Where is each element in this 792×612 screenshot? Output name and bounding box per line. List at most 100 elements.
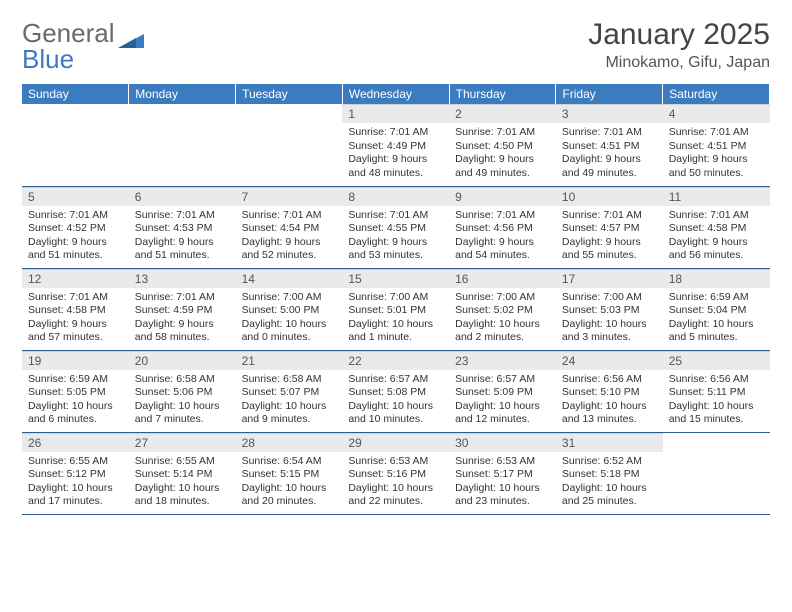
day-number: 6 <box>129 187 236 206</box>
day-number: 27 <box>129 433 236 452</box>
calendar-table: SundayMondayTuesdayWednesdayThursdayFrid… <box>22 84 770 515</box>
day-content: Sunrise: 6:56 AMSunset: 5:11 PMDaylight:… <box>663 370 770 432</box>
day-content: Sunrise: 7:01 AMSunset: 4:56 PMDaylight:… <box>449 206 556 268</box>
day-number: 13 <box>129 269 236 288</box>
day-number: 28 <box>236 433 343 452</box>
empty-cell <box>22 104 129 186</box>
day-cell: 24Sunrise: 6:56 AMSunset: 5:10 PMDayligh… <box>556 350 663 432</box>
weekday-header: Saturday <box>663 84 770 104</box>
day-content: Sunrise: 7:01 AMSunset: 4:53 PMDaylight:… <box>129 206 236 268</box>
weekday-header: Friday <box>556 84 663 104</box>
day-cell: 11Sunrise: 7:01 AMSunset: 4:58 PMDayligh… <box>663 186 770 268</box>
day-number: 23 <box>449 351 556 370</box>
day-cell: 7Sunrise: 7:01 AMSunset: 4:54 PMDaylight… <box>236 186 343 268</box>
day-content: Sunrise: 7:01 AMSunset: 4:51 PMDaylight:… <box>556 123 663 185</box>
day-cell: 30Sunrise: 6:53 AMSunset: 5:17 PMDayligh… <box>449 432 556 514</box>
day-content: Sunrise: 6:57 AMSunset: 5:09 PMDaylight:… <box>449 370 556 432</box>
day-content: Sunrise: 7:01 AMSunset: 4:49 PMDaylight:… <box>342 123 449 185</box>
day-number: 30 <box>449 433 556 452</box>
day-cell: 26Sunrise: 6:55 AMSunset: 5:12 PMDayligh… <box>22 432 129 514</box>
day-content: Sunrise: 7:00 AMSunset: 5:01 PMDaylight:… <box>342 288 449 350</box>
day-content: Sunrise: 7:01 AMSunset: 4:58 PMDaylight:… <box>22 288 129 350</box>
day-content: Sunrise: 6:58 AMSunset: 5:07 PMDaylight:… <box>236 370 343 432</box>
day-content: Sunrise: 7:01 AMSunset: 4:50 PMDaylight:… <box>449 123 556 185</box>
day-content: Sunrise: 6:59 AMSunset: 5:05 PMDaylight:… <box>22 370 129 432</box>
day-number: 9 <box>449 187 556 206</box>
day-content: Sunrise: 7:01 AMSunset: 4:52 PMDaylight:… <box>22 206 129 268</box>
day-cell: 16Sunrise: 7:00 AMSunset: 5:02 PMDayligh… <box>449 268 556 350</box>
logo-mark-icon <box>118 24 144 44</box>
day-cell: 14Sunrise: 7:00 AMSunset: 5:00 PMDayligh… <box>236 268 343 350</box>
day-cell: 4Sunrise: 7:01 AMSunset: 4:51 PMDaylight… <box>663 104 770 186</box>
day-number: 7 <box>236 187 343 206</box>
weekday-header-row: SundayMondayTuesdayWednesdayThursdayFrid… <box>22 84 770 104</box>
day-content: Sunrise: 7:01 AMSunset: 4:58 PMDaylight:… <box>663 206 770 268</box>
day-content: Sunrise: 7:01 AMSunset: 4:54 PMDaylight:… <box>236 206 343 268</box>
day-content: Sunrise: 6:58 AMSunset: 5:06 PMDaylight:… <box>129 370 236 432</box>
day-cell: 29Sunrise: 6:53 AMSunset: 5:16 PMDayligh… <box>342 432 449 514</box>
day-cell: 17Sunrise: 7:00 AMSunset: 5:03 PMDayligh… <box>556 268 663 350</box>
day-cell: 19Sunrise: 6:59 AMSunset: 5:05 PMDayligh… <box>22 350 129 432</box>
weekday-header: Monday <box>129 84 236 104</box>
day-number: 17 <box>556 269 663 288</box>
day-content: Sunrise: 6:54 AMSunset: 5:15 PMDaylight:… <box>236 452 343 514</box>
day-number: 24 <box>556 351 663 370</box>
day-number: 22 <box>342 351 449 370</box>
location: Minokamo, Gifu, Japan <box>588 54 770 72</box>
day-number: 20 <box>129 351 236 370</box>
day-number: 11 <box>663 187 770 206</box>
day-content: Sunrise: 7:01 AMSunset: 4:59 PMDaylight:… <box>129 288 236 350</box>
day-content: Sunrise: 7:00 AMSunset: 5:00 PMDaylight:… <box>236 288 343 350</box>
day-cell: 15Sunrise: 7:00 AMSunset: 5:01 PMDayligh… <box>342 268 449 350</box>
day-cell: 22Sunrise: 6:57 AMSunset: 5:08 PMDayligh… <box>342 350 449 432</box>
day-content: Sunrise: 6:53 AMSunset: 5:17 PMDaylight:… <box>449 452 556 514</box>
day-content: Sunrise: 6:55 AMSunset: 5:12 PMDaylight:… <box>22 452 129 514</box>
day-number: 18 <box>663 269 770 288</box>
day-cell: 8Sunrise: 7:01 AMSunset: 4:55 PMDaylight… <box>342 186 449 268</box>
day-content: Sunrise: 6:56 AMSunset: 5:10 PMDaylight:… <box>556 370 663 432</box>
month-title: January 2025 <box>588 18 770 52</box>
day-cell: 2Sunrise: 7:01 AMSunset: 4:50 PMDaylight… <box>449 104 556 186</box>
day-number: 3 <box>556 104 663 123</box>
header: General January 2025 Minokamo, Gifu, Jap… <box>22 18 770 72</box>
calendar-body: 1Sunrise: 7:01 AMSunset: 4:49 PMDaylight… <box>22 104 770 514</box>
weekday-header: Thursday <box>449 84 556 104</box>
day-content: Sunrise: 7:01 AMSunset: 4:57 PMDaylight:… <box>556 206 663 268</box>
day-cell: 20Sunrise: 6:58 AMSunset: 5:06 PMDayligh… <box>129 350 236 432</box>
empty-cell <box>663 432 770 514</box>
day-number: 15 <box>342 269 449 288</box>
empty-cell <box>129 104 236 186</box>
day-cell: 23Sunrise: 6:57 AMSunset: 5:09 PMDayligh… <box>449 350 556 432</box>
day-cell: 27Sunrise: 6:55 AMSunset: 5:14 PMDayligh… <box>129 432 236 514</box>
day-number: 26 <box>22 433 129 452</box>
day-number: 25 <box>663 351 770 370</box>
weekday-header: Sunday <box>22 84 129 104</box>
day-cell: 1Sunrise: 7:01 AMSunset: 4:49 PMDaylight… <box>342 104 449 186</box>
day-number: 21 <box>236 351 343 370</box>
day-number: 4 <box>663 104 770 123</box>
day-content: Sunrise: 7:01 AMSunset: 4:55 PMDaylight:… <box>342 206 449 268</box>
day-number: 1 <box>342 104 449 123</box>
day-cell: 3Sunrise: 7:01 AMSunset: 4:51 PMDaylight… <box>556 104 663 186</box>
day-content: Sunrise: 6:52 AMSunset: 5:18 PMDaylight:… <box>556 452 663 514</box>
day-cell: 25Sunrise: 6:56 AMSunset: 5:11 PMDayligh… <box>663 350 770 432</box>
day-number: 2 <box>449 104 556 123</box>
weekday-header: Tuesday <box>236 84 343 104</box>
day-cell: 5Sunrise: 7:01 AMSunset: 4:52 PMDaylight… <box>22 186 129 268</box>
day-number: 12 <box>22 269 129 288</box>
day-content: Sunrise: 7:00 AMSunset: 5:02 PMDaylight:… <box>449 288 556 350</box>
day-content: Sunrise: 6:59 AMSunset: 5:04 PMDaylight:… <box>663 288 770 350</box>
day-number: 29 <box>342 433 449 452</box>
logo-text-blue: Blue <box>22 44 74 75</box>
day-content: Sunrise: 6:57 AMSunset: 5:08 PMDaylight:… <box>342 370 449 432</box>
day-number: 31 <box>556 433 663 452</box>
day-number: 10 <box>556 187 663 206</box>
title-block: January 2025 Minokamo, Gifu, Japan <box>588 18 770 72</box>
day-cell: 18Sunrise: 6:59 AMSunset: 5:04 PMDayligh… <box>663 268 770 350</box>
day-cell: 9Sunrise: 7:01 AMSunset: 4:56 PMDaylight… <box>449 186 556 268</box>
day-number: 8 <box>342 187 449 206</box>
day-cell: 21Sunrise: 6:58 AMSunset: 5:07 PMDayligh… <box>236 350 343 432</box>
day-number: 14 <box>236 269 343 288</box>
day-number: 5 <box>22 187 129 206</box>
day-cell: 28Sunrise: 6:54 AMSunset: 5:15 PMDayligh… <box>236 432 343 514</box>
